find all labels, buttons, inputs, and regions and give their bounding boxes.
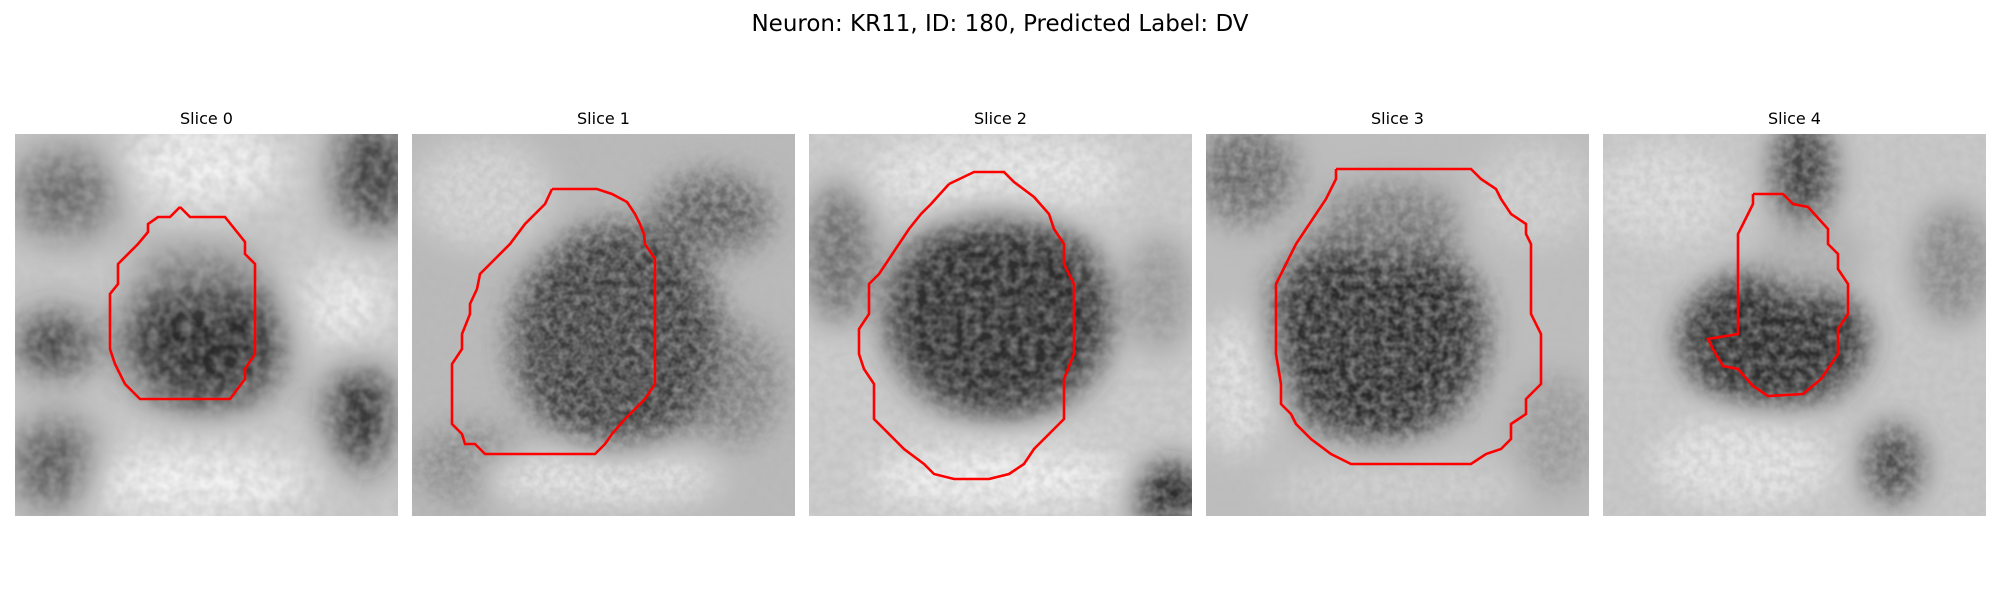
slice-3-panel [1206, 134, 1589, 516]
slice-4-contour [1706, 192, 1850, 398]
slice-2-contour [857, 170, 1076, 481]
slice-1-panel [412, 134, 795, 516]
slice-3-title: Slice 3 [1371, 109, 1424, 128]
slice-4-title: Slice 4 [1768, 109, 1821, 128]
figure-title: Neuron: KR11, ID: 180, Predicted Label: … [751, 11, 1249, 37]
slice-0-contour [108, 206, 257, 401]
slice-2-image [809, 134, 1192, 516]
slice-1-title: Slice 1 [577, 109, 630, 128]
slice-0-image [15, 134, 398, 516]
slice-0-title: Slice 0 [180, 109, 233, 128]
slice-4-image [1603, 134, 1986, 516]
slice-1-contour [450, 187, 657, 456]
slice-0-panel [15, 134, 398, 516]
slice-4-panel [1603, 134, 1986, 516]
slice-3-contour [1274, 167, 1543, 466]
slice-2-panel [809, 134, 1192, 516]
slice-1-image [412, 134, 795, 516]
slice-2-title: Slice 2 [974, 109, 1027, 128]
slice-3-image [1206, 134, 1589, 516]
